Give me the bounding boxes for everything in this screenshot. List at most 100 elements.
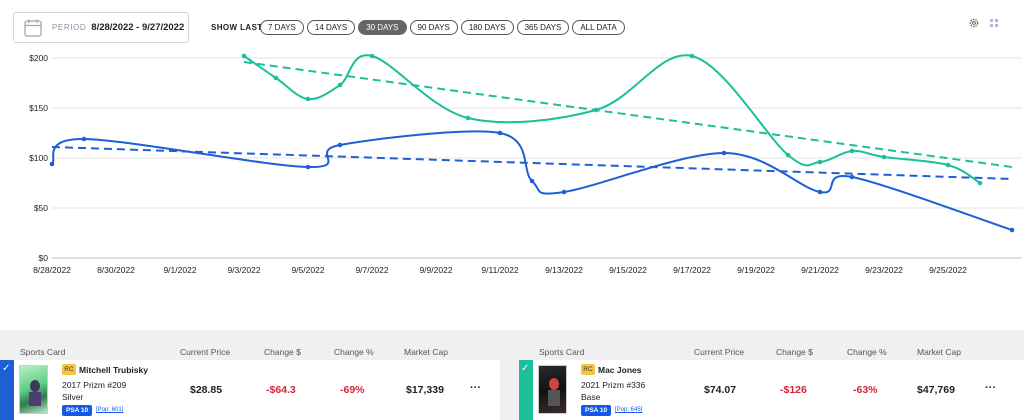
- data-point[interactable]: [593, 107, 599, 113]
- y-tick-label: $0: [39, 253, 49, 263]
- table-row[interactable]: ✓ RC Mitchell Trubisky 2017 Prizm #209 S…: [0, 360, 500, 420]
- data-point[interactable]: [241, 53, 247, 59]
- data-point[interactable]: [465, 115, 471, 121]
- grade-badge: PSA 10: [581, 405, 612, 416]
- x-tick-label: 9/25/2022: [929, 265, 967, 275]
- period-picker[interactable]: PERIOD 8/28/2022 - 9/27/2022: [13, 12, 189, 43]
- data-point[interactable]: [529, 178, 535, 184]
- data-point[interactable]: [689, 53, 695, 59]
- card-variant: Silver: [62, 392, 84, 402]
- player-name[interactable]: Mitchell Trubisky: [79, 365, 148, 375]
- x-tick-label: 8/28/2022: [33, 265, 71, 275]
- player-name[interactable]: Mac Jones: [598, 365, 642, 375]
- header-current-price: Current Price: [694, 347, 745, 357]
- header-change-pct: Change %: [334, 347, 374, 357]
- data-point[interactable]: [849, 148, 855, 154]
- x-tick-label: 9/1/2022: [163, 265, 196, 275]
- data-point[interactable]: [305, 96, 311, 102]
- data-point[interactable]: [977, 180, 983, 186]
- gear-icon[interactable]: [968, 17, 980, 29]
- range-button-90-days[interactable]: 90 DAYS: [409, 20, 458, 35]
- header-change-pct: Change %: [847, 347, 887, 357]
- show-last-label: SHOW LAST: [211, 23, 263, 32]
- header-change-usd: Change $: [776, 347, 813, 357]
- x-tick-label: 9/11/2022: [481, 265, 518, 275]
- grade-badge: PSA 10: [62, 405, 93, 416]
- data-point[interactable]: [81, 136, 87, 142]
- range-button-30-days[interactable]: 30 DAYS: [358, 20, 407, 35]
- data-point[interactable]: [817, 159, 823, 165]
- card-set: 2017 Prizm #209: [62, 380, 127, 390]
- card-set: 2021 Prizm #336: [581, 380, 646, 390]
- trend-line: [243, 61, 1013, 168]
- current-price: $28.85: [190, 384, 223, 396]
- grid-icon[interactable]: [989, 18, 999, 28]
- price-line-chart: $0 $50 $100 $150 $200 8/28/2022 8/30/2022 9/1/…: [29, 53, 1022, 275]
- data-point[interactable]: [49, 161, 55, 167]
- range-button-365-days[interactable]: 365 DAYS: [516, 20, 570, 35]
- x-tick-label: 9/3/2022: [227, 265, 260, 275]
- header-sports-card: Sports Card: [539, 347, 585, 357]
- y-tick-label: $100: [29, 153, 48, 163]
- change-pct: -63%: [853, 384, 878, 396]
- table-header: Sports Card Current Price Change $ Chang…: [519, 333, 1024, 361]
- header-sports-card: Sports Card: [20, 347, 66, 357]
- series-line: [243, 54, 981, 184]
- checkmark-icon: ✓: [521, 363, 530, 374]
- rookie-badge: RC: [62, 364, 76, 375]
- population-link[interactable]: [Pop: 601]: [96, 407, 124, 413]
- market-cap: $47,769: [917, 384, 955, 396]
- data-point[interactable]: [369, 53, 375, 59]
- current-price: $74.07: [704, 384, 737, 396]
- x-tick-label: 9/5/2022: [291, 265, 324, 275]
- table-header: Sports Card Current Price Change $ Chang…: [0, 333, 500, 361]
- x-tick-label: 9/19/2022: [737, 265, 775, 275]
- change-pct: -69%: [340, 384, 365, 396]
- data-point[interactable]: [945, 162, 951, 168]
- data-point[interactable]: [305, 164, 311, 170]
- range-button-all-data[interactable]: ALL DATA: [572, 20, 625, 35]
- checkmark-icon: ✓: [2, 363, 11, 374]
- change-usd: -$64.3: [266, 384, 296, 396]
- data-point[interactable]: [337, 82, 343, 88]
- row-select-checkbox[interactable]: ✓: [519, 360, 533, 420]
- data-point[interactable]: [817, 189, 823, 195]
- period-label: PERIOD: [52, 23, 87, 32]
- card-table-right: Sports Card Current Price Change $ Chang…: [519, 333, 1024, 420]
- data-point[interactable]: [1009, 227, 1015, 233]
- x-tick-label: 9/7/2022: [355, 265, 388, 275]
- more-options-icon[interactable]: ···: [470, 382, 481, 394]
- header-market-cap: Market Cap: [404, 347, 448, 357]
- y-tick-label: $150: [29, 103, 48, 113]
- x-tick-label: 9/9/2022: [419, 265, 452, 275]
- card-thumbnail[interactable]: [19, 365, 48, 414]
- data-point[interactable]: [497, 130, 503, 136]
- series-line: [51, 130, 1013, 231]
- more-options-icon[interactable]: ···: [985, 382, 996, 394]
- market-cap: $17,339: [406, 384, 444, 396]
- table-row[interactable]: ✓ RC Mac Jones 2021 Prizm #336 Base PSA …: [519, 360, 1024, 420]
- period-value[interactable]: 8/28/2022 - 9/27/2022: [91, 22, 185, 33]
- data-point[interactable]: [881, 154, 887, 160]
- data-point[interactable]: [337, 142, 343, 148]
- x-tick-label: 9/13/2022: [545, 265, 583, 275]
- calendar-icon: [24, 19, 42, 37]
- data-point[interactable]: [561, 189, 567, 195]
- data-point[interactable]: [273, 75, 279, 81]
- x-tick-label: 8/30/2022: [97, 265, 135, 275]
- y-tick-label: $200: [29, 53, 48, 63]
- data-point[interactable]: [785, 152, 791, 158]
- y-tick-label: $50: [34, 203, 48, 213]
- row-select-checkbox[interactable]: ✓: [0, 360, 14, 420]
- card-variant: Base: [581, 392, 601, 402]
- population-link[interactable]: [Pop: 645]: [615, 407, 643, 413]
- range-button-7-days[interactable]: 7 DAYS: [260, 20, 304, 35]
- card-thumbnail[interactable]: [538, 365, 567, 414]
- data-point[interactable]: [721, 150, 727, 156]
- range-button-180-days[interactable]: 180 DAYS: [460, 20, 514, 35]
- card-table-left: Sports Card Current Price Change $ Chang…: [0, 333, 500, 420]
- chart-panel: PERIOD 8/28/2022 - 9/27/2022 SHOW LAST 7…: [0, 0, 1024, 330]
- range-button-14-days[interactable]: 14 DAYS: [306, 20, 356, 35]
- data-point[interactable]: [849, 174, 855, 180]
- change-usd: -$126: [780, 384, 807, 396]
